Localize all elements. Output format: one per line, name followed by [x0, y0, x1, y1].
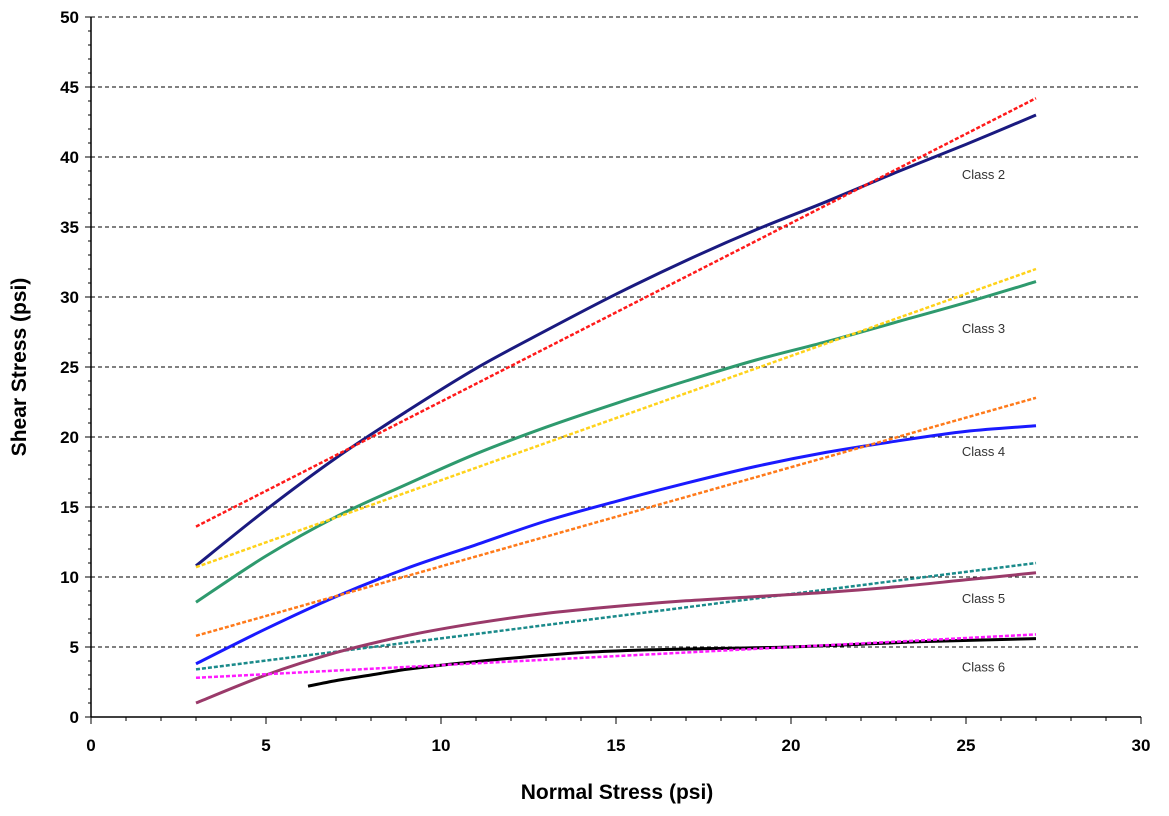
- dashed-series-line-10: [195, 633, 1037, 680]
- x-tick-label: 0: [86, 736, 95, 755]
- y-tick-label: 45: [60, 78, 79, 97]
- solid-series-line-8: [195, 571, 1037, 705]
- class-label: Class 3: [962, 321, 1005, 336]
- y-tick-label: 25: [60, 358, 79, 377]
- y-tick-label: 10: [60, 568, 79, 587]
- class-label: Class 6: [962, 660, 1005, 675]
- series-lines: [195, 97, 1037, 705]
- y-axis-title: Shear Stress (psi): [8, 278, 31, 457]
- x-axis-title: Normal Stress (psi): [521, 781, 714, 804]
- x-tick-label: 30: [1132, 736, 1151, 755]
- axes: 0 5 10 15 20 25 30 35 40 45 50 0 5 10 15 20 25 30: [60, 8, 1150, 755]
- class-label: Class 2: [962, 167, 1005, 182]
- solid-series-line-9: [307, 637, 1037, 688]
- y-tick-label: 5: [70, 638, 79, 657]
- annotations: Class 2 Class 3 Class 4 Class 5 Class 6: [962, 167, 1005, 675]
- y-tick-label: 15: [60, 498, 79, 517]
- x-tick-label: 20: [782, 736, 801, 755]
- class-label: Class 5: [962, 591, 1005, 606]
- dashed-series-line-4: [195, 267, 1037, 569]
- solid-series-line-3: [195, 280, 1037, 604]
- y-tick-label: 0: [70, 708, 79, 727]
- x-tick-label: 10: [432, 736, 451, 755]
- y-tick-label: 40: [60, 148, 79, 167]
- grid-lines: [91, 16, 1141, 648]
- dashed-series-line-7: [195, 561, 1037, 671]
- class-label: Class 4: [962, 444, 1005, 459]
- dashed-series-line-2: [195, 97, 1037, 528]
- y-tick-label: 35: [60, 218, 79, 237]
- y-tick-label: 50: [60, 8, 79, 27]
- y-tick-label: 20: [60, 428, 79, 447]
- x-tick-label: 5: [261, 736, 270, 755]
- dashed-series-line-6: [195, 396, 1037, 638]
- y-tick-label: 30: [60, 288, 79, 307]
- x-tick-label: 25: [957, 736, 976, 755]
- x-tick-label: 15: [607, 736, 626, 755]
- solid-series-line-1: [195, 113, 1037, 567]
